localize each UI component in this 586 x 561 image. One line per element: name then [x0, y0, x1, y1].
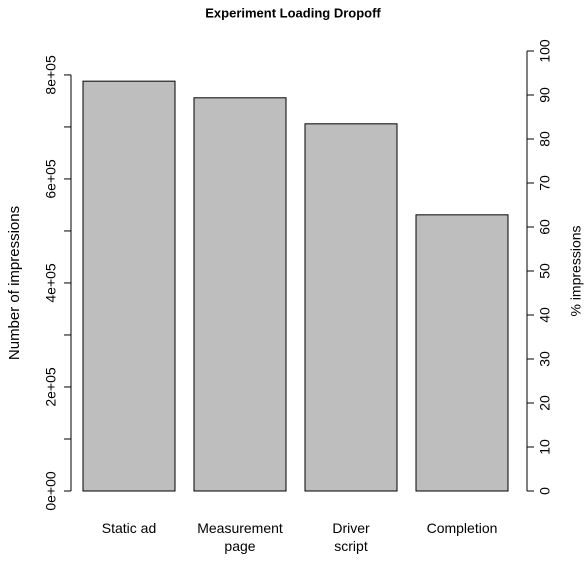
chart-title: Experiment Loading Dropoff [205, 5, 381, 20]
bar [193, 97, 287, 492]
bar [415, 214, 509, 492]
y2-tick-label: 20 [537, 395, 553, 411]
y-tick-label: 0e+00 [43, 471, 59, 511]
y2-tick-label: 70 [537, 175, 553, 191]
x-tick-label: Measurement page [197, 520, 283, 554]
y-tick-label: 6e+05 [43, 159, 59, 199]
y2-tick-label: 0 [537, 487, 553, 495]
y2-tick-label: 30 [537, 351, 553, 367]
y2-axis-label: % impressions [568, 225, 584, 316]
y2-tick-label: 60 [537, 219, 553, 235]
y-axis-label: Number of impressions [6, 206, 23, 360]
y2-tick-label: 10 [537, 439, 553, 455]
y2-tick-label: 40 [537, 307, 553, 323]
y-tick-label: 2e+05 [43, 367, 59, 407]
y2-tick-label: 80 [537, 131, 553, 147]
y-tick-label: 8e+05 [43, 55, 59, 95]
y2-tick-label: 50 [537, 263, 553, 279]
bar [82, 80, 176, 492]
y2-tick-label: 100 [537, 39, 553, 63]
bar [304, 123, 398, 492]
y-tick-label: 4e+05 [43, 263, 59, 303]
x-tick-label: Driver script [332, 520, 370, 554]
x-tick-label: Completion [427, 520, 498, 536]
x-tick-label: Static ad [102, 520, 156, 536]
y2-tick-label: 90 [537, 87, 553, 103]
